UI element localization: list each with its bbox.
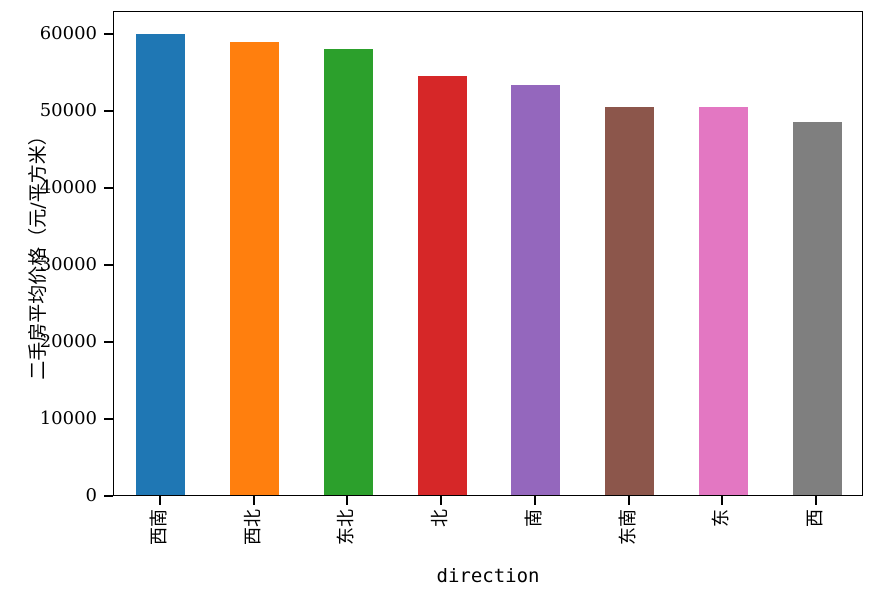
x-tick-label: 东南: [618, 509, 656, 545]
y-tick-label: 10000: [39, 408, 97, 430]
y-tick-label: 20000: [39, 331, 97, 353]
y-tick-mark: [104, 187, 113, 190]
x-tick-label-text: 东北: [336, 509, 358, 545]
y-tick-label: 30000: [39, 254, 97, 276]
y-tick-mark: [104, 264, 113, 267]
x-tick-label-text: 西南: [148, 509, 170, 545]
x-tick-mark: [440, 496, 443, 505]
x-tick-mark: [815, 496, 818, 505]
x-tick-mark: [533, 496, 536, 505]
x-tick-label-text: 西: [805, 509, 827, 527]
bar: [230, 41, 280, 495]
bar: [136, 33, 186, 495]
bar: [511, 84, 561, 495]
y-tick-label: 40000: [39, 177, 97, 199]
bar: [698, 107, 748, 495]
x-tick-label: 西北: [243, 509, 281, 545]
bar: [417, 76, 467, 495]
x-tick-label-text: 西北: [242, 509, 264, 545]
x-tick-label: 西: [805, 509, 827, 527]
plot-area: [113, 11, 863, 496]
x-tick-mark: [346, 496, 349, 505]
x-tick-mark: [252, 496, 255, 505]
x-tick-label: 西南: [149, 509, 187, 545]
y-tick-mark: [104, 33, 113, 36]
x-tick-label: 东: [711, 509, 733, 527]
x-tick-label: 东北: [336, 509, 374, 545]
x-tick-label: 北: [430, 509, 452, 527]
x-tick-label-text: 北: [430, 509, 452, 527]
y-tick-mark: [104, 418, 113, 421]
bar: [323, 49, 373, 495]
y-tick-label: 0: [85, 485, 97, 506]
y-tick-label: 60000: [39, 23, 97, 45]
y-tick-mark: [104, 495, 113, 497]
x-tick-mark: [721, 496, 724, 505]
y-tick-mark: [104, 341, 113, 344]
x-tick-mark: [158, 496, 161, 505]
x-tick-mark: [627, 496, 630, 505]
y-tick-mark: [104, 110, 113, 113]
bar: [792, 122, 842, 495]
x-tick-label-text: 东南: [617, 509, 639, 545]
x-tick-label-text: 南: [523, 509, 545, 527]
x-axis-label: direction: [436, 565, 540, 587]
y-tick-label: 50000: [39, 100, 97, 122]
x-tick-label-text: 东: [711, 509, 733, 527]
bar: [605, 107, 655, 495]
x-tick-label: 南: [523, 509, 545, 527]
